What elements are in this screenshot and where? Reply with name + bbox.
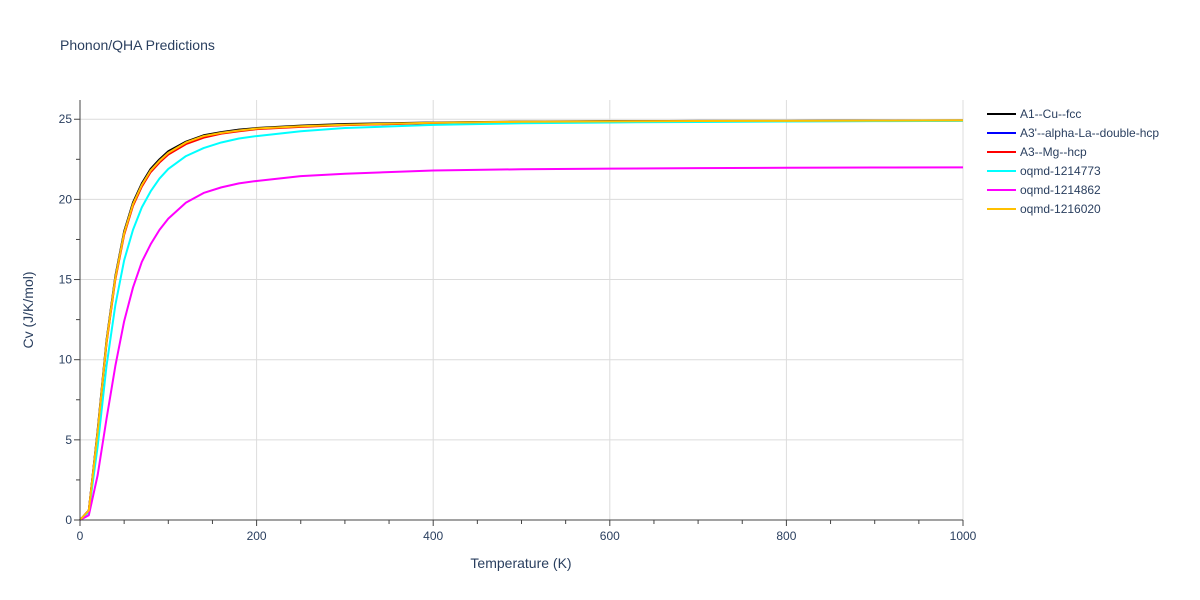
x-tick-label: 800 bbox=[776, 529, 796, 543]
series-line-oqmd-1214773 bbox=[79, 119, 964, 521]
series-line-A3'--alpha-La--double-hcp bbox=[79, 119, 964, 521]
y-tick-label: 20 bbox=[59, 192, 73, 206]
legend-item[interactable]: A3--Mg--hcp bbox=[987, 145, 1087, 159]
legend-item[interactable]: oqmd-1214862 bbox=[987, 183, 1101, 197]
legend-label: A3--Mg--hcp bbox=[1020, 145, 1087, 159]
y-tick-label: 25 bbox=[59, 112, 73, 126]
series-line-oqmd-1216020 bbox=[79, 119, 964, 521]
legend-label: oqmd-1214862 bbox=[1020, 183, 1101, 197]
series-line-A3--Mg--hcp bbox=[79, 119, 964, 521]
series-layer bbox=[79, 119, 964, 521]
legend-item[interactable]: A3'--alpha-La--double-hcp bbox=[987, 126, 1159, 140]
x-tick-label: 600 bbox=[600, 529, 620, 543]
x-tick-label: 0 bbox=[77, 529, 84, 543]
axes: 0 200 400 600 800 1000 0 5 10 15 20 25 bbox=[59, 100, 977, 543]
legend-item[interactable]: A1--Cu--fcc bbox=[987, 107, 1081, 121]
legend-item[interactable]: oqmd-1216020 bbox=[987, 202, 1101, 216]
legend-label: oqmd-1216020 bbox=[1020, 202, 1101, 216]
y-tick-label: 5 bbox=[65, 433, 72, 447]
y-tick-label: 10 bbox=[59, 353, 73, 367]
y-axis-title: Cv (J/K/mol) bbox=[20, 272, 36, 349]
legend-item[interactable]: oqmd-1214773 bbox=[987, 164, 1101, 178]
x-tick-label: 200 bbox=[247, 529, 267, 543]
x-axis-title: Temperature (K) bbox=[470, 555, 571, 571]
x-tick-label: 1000 bbox=[950, 529, 977, 543]
legend-label: A3'--alpha-La--double-hcp bbox=[1020, 126, 1159, 140]
y-tick-label: 0 bbox=[65, 513, 72, 527]
y-tick-label: 15 bbox=[59, 273, 73, 287]
legend-label: oqmd-1214773 bbox=[1020, 164, 1101, 178]
grid bbox=[80, 100, 964, 520]
x-tick-label: 400 bbox=[423, 529, 443, 543]
series-line-oqmd-1214862 bbox=[79, 166, 964, 521]
legend-label: A1--Cu--fcc bbox=[1020, 107, 1081, 121]
series-line-A1--Cu--fcc bbox=[79, 119, 964, 521]
chart-title: Phonon/QHA Predictions bbox=[60, 37, 215, 53]
legend[interactable]: A1--Cu--fcc A3'--alpha-La--double-hcp A3--… bbox=[987, 107, 1159, 216]
